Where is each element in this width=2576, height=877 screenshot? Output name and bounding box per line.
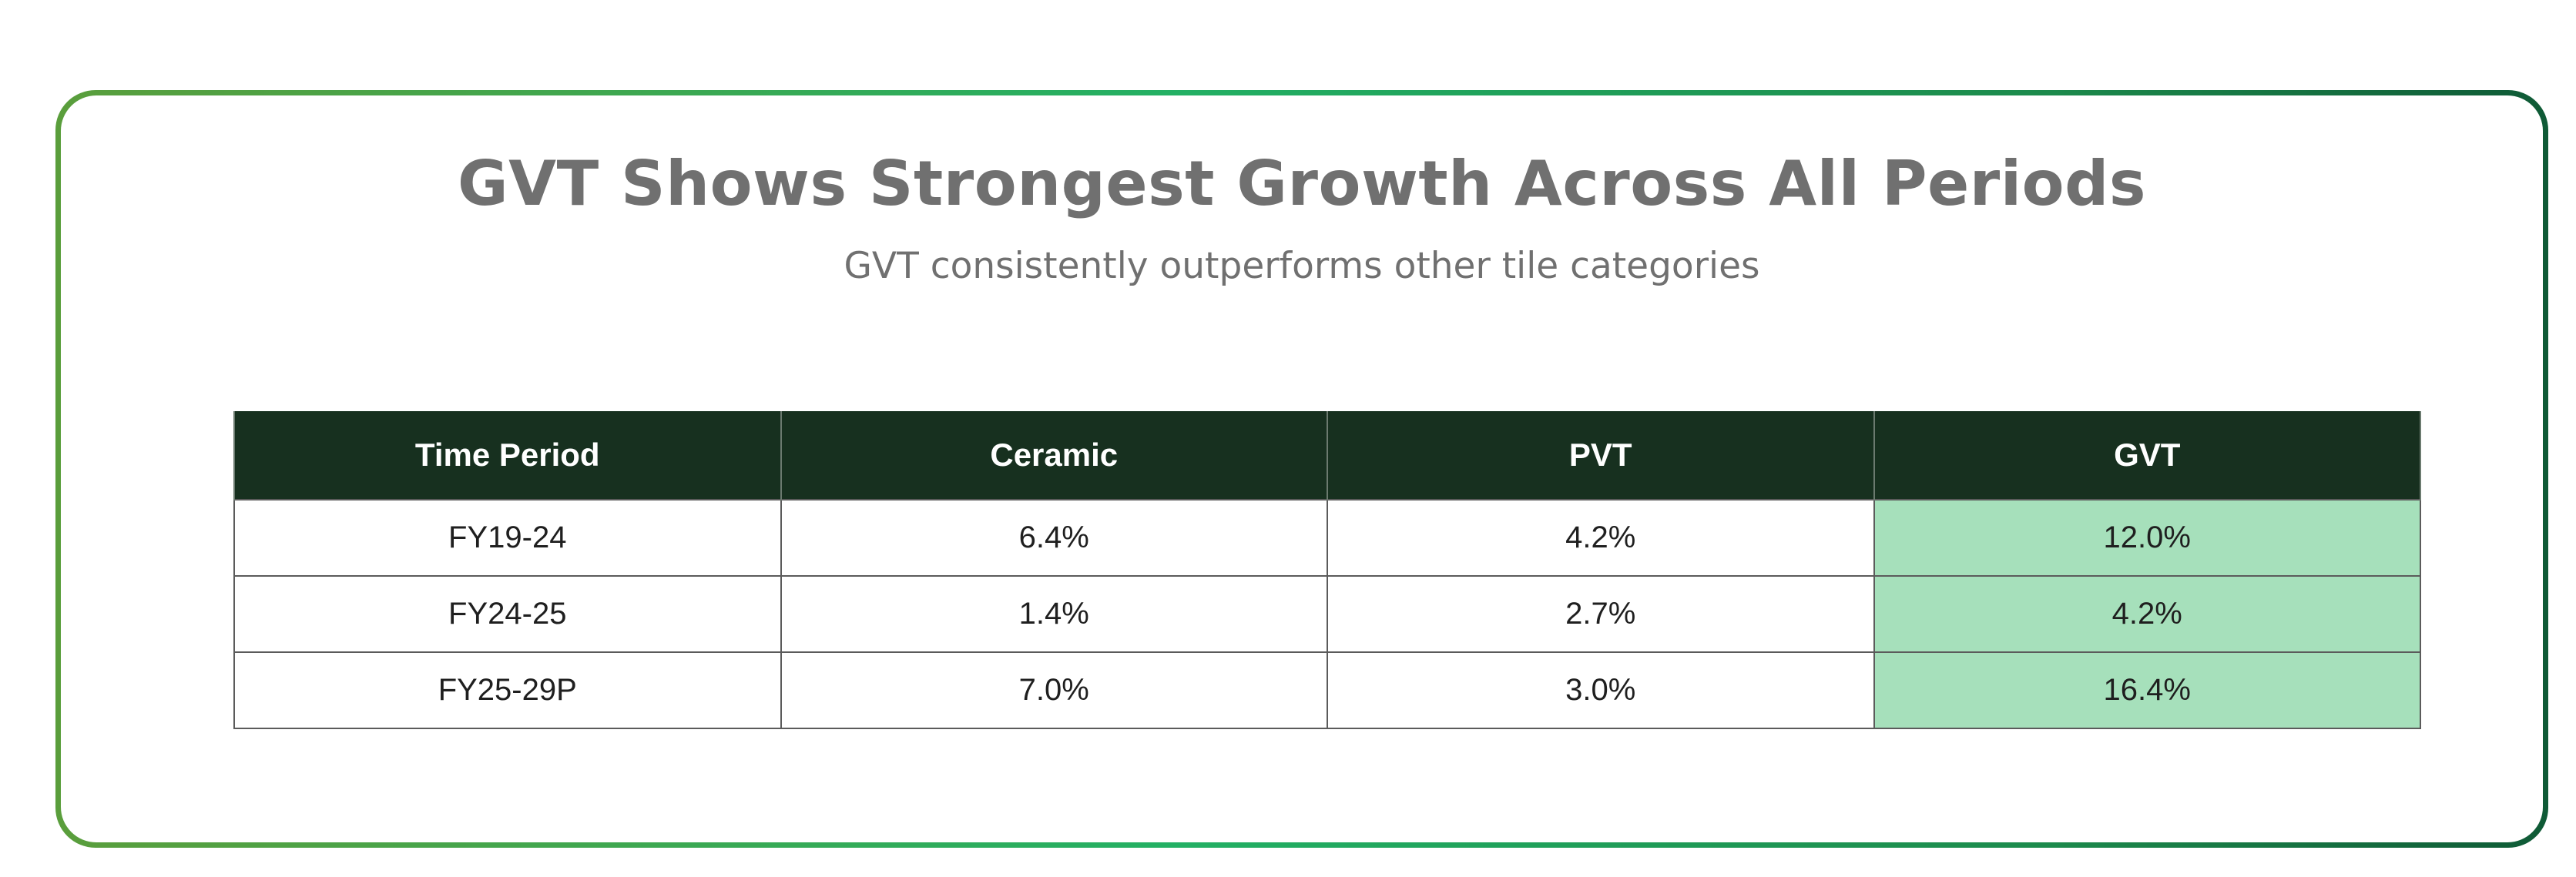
ceramic-cell: 7.0% [780, 651, 1328, 729]
pvt-cell: 3.0% [1327, 651, 1875, 729]
table-row: FY25-29P 7.0% 3.0% 16.4% [233, 651, 2421, 729]
table-row: FY19-24 6.4% 4.2% 12.0% [233, 499, 2421, 577]
ceramic-cell: 6.4% [780, 499, 1328, 577]
ceramic-cell: 1.4% [780, 575, 1328, 653]
header-ceramic: Ceramic [780, 411, 1328, 500]
period-cell: FY24-25 [233, 575, 782, 653]
chart-subtitle: GVT consistently outperforms other tile … [844, 245, 1760, 287]
chart-title: GVT Shows Strongest Growth Across All Pe… [458, 148, 2146, 219]
header-pvt: PVT [1327, 411, 1875, 500]
header-gvt: GVT [1873, 411, 2421, 500]
table-row: FY24-25 1.4% 2.7% 4.2% [233, 575, 2421, 653]
header-time-period: Time Period [233, 411, 782, 500]
card-border: GVT Shows Strongest Growth Across All Pe… [55, 90, 2548, 848]
card: GVT Shows Strongest Growth Across All Pe… [61, 95, 2543, 842]
table-header-row: Time Period Ceramic PVT GVT [233, 411, 2421, 500]
gvt-cell: 4.2% [1873, 575, 2421, 653]
pvt-cell: 4.2% [1327, 499, 1875, 577]
gvt-cell: 12.0% [1873, 499, 2421, 577]
period-cell: FY25-29P [233, 651, 782, 729]
pvt-cell: 2.7% [1327, 575, 1875, 653]
period-cell: FY19-24 [233, 499, 782, 577]
growth-table: Time Period Ceramic PVT GVT FY19-24 6.4%… [233, 411, 2421, 729]
gvt-cell: 16.4% [1873, 651, 2421, 729]
